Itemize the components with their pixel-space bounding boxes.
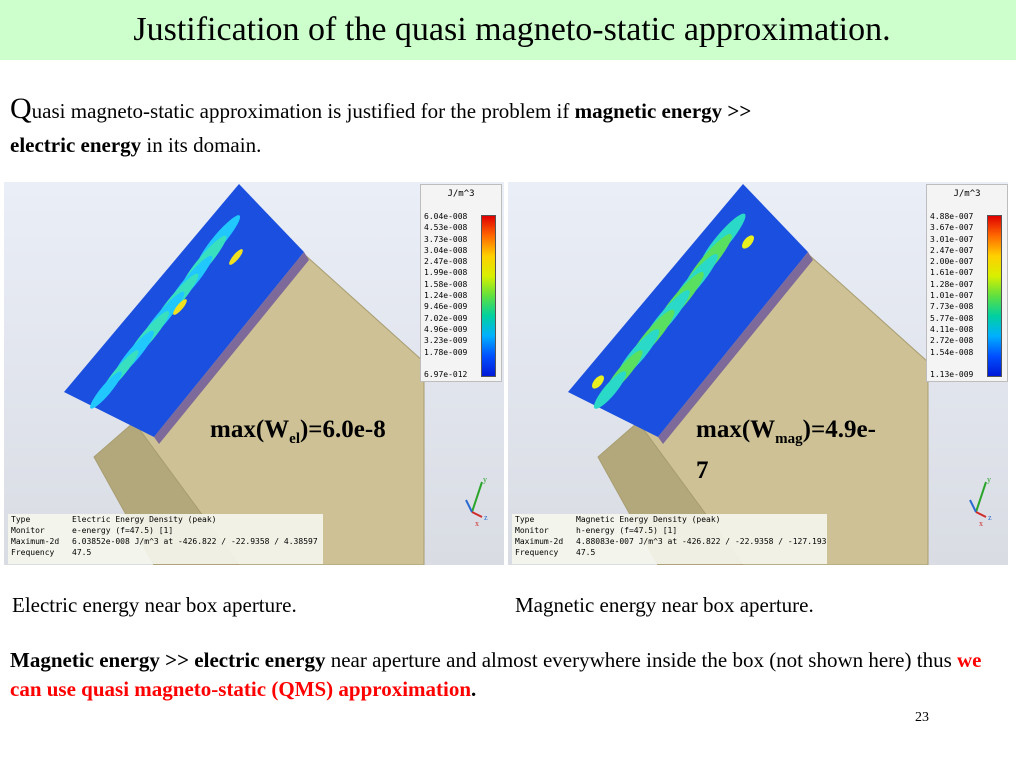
legend-tick: 2.47e-007 xyxy=(930,245,974,255)
info-key: Maximum-2d xyxy=(11,537,60,546)
legend-tick: 7.02e-009 xyxy=(424,313,468,323)
info-value: e-energy (f=47.5) [1] xyxy=(72,526,174,535)
info-key: Monitor xyxy=(11,526,45,535)
axis-x-label: x xyxy=(979,519,983,528)
legend-tick: 2.47e-008 xyxy=(424,257,468,267)
max-label-prefix: max(W xyxy=(210,416,290,443)
legend-tick: 9.46e-009 xyxy=(424,302,468,312)
intro-paragraph: Quasi magneto-static approximation is ju… xyxy=(10,92,1015,162)
legend-tick: 1.28e-007 xyxy=(930,279,974,289)
max-label-subscript: mag xyxy=(775,431,803,447)
legend-min: 1.13e-009 xyxy=(930,370,974,379)
legend-unit: J/m^3 xyxy=(953,189,981,199)
conclusion-text: near aperture and almost everywhere insi… xyxy=(330,648,952,672)
info-key: Frequency xyxy=(515,548,559,557)
magnetic-field-hotspots xyxy=(592,213,754,409)
info-key: Frequency xyxy=(11,548,55,557)
info-value: 47.5 xyxy=(576,548,596,557)
electric-field-hotspots xyxy=(90,215,243,409)
axis-z-label: z xyxy=(988,513,992,522)
legend-tick: 4.53e-008 xyxy=(424,223,468,233)
legend-tick: 4.96e-009 xyxy=(424,324,468,334)
axis-y-label: y xyxy=(483,475,487,484)
info-key: Type xyxy=(515,515,535,524)
max-label-line2: 7 xyxy=(696,457,709,484)
info-value: h-energy (f=47.5) [1] xyxy=(576,526,678,535)
intro-text: uasi magneto-static approximation is jus… xyxy=(31,99,570,123)
axis-triad: y x z xyxy=(465,475,488,528)
info-key: Type xyxy=(11,515,31,524)
info-value: 6.03852e-008 J/m^3 at -426.822 / -22.935… xyxy=(72,537,318,546)
magnetic-field-plot: y x z xyxy=(568,184,992,565)
legend-tick: 1.54e-008 xyxy=(930,347,974,357)
intro-bold-1: magnetic energy >> xyxy=(574,99,752,123)
legend-tick: 1.78e-009 xyxy=(424,347,468,357)
axis-triad: y x z xyxy=(969,475,992,528)
axis-y-label: y xyxy=(987,475,991,484)
legend-tick: 3.23e-009 xyxy=(424,336,468,346)
axis-x-label: x xyxy=(475,519,479,528)
max-electric-label: max(Wel)=6.0e-8 xyxy=(210,414,386,455)
axis-z-label: z xyxy=(484,513,488,522)
page-number: 23 xyxy=(915,710,929,725)
legend-tick: 3.67e-007 xyxy=(930,223,974,233)
info-value: 4.88083e-007 J/m^3 at -426.822 / -22.935… xyxy=(576,537,827,546)
magnetic-energy-panel: y x z J/m^3 4.88e-007 3.67e-007 3.01e-00… xyxy=(508,182,1008,565)
legend-tick: 5.77e-008 xyxy=(930,313,974,323)
legend-tick: 3.04e-008 xyxy=(424,245,468,255)
info-value: 47.5 xyxy=(72,548,92,557)
legend-tick: 1.61e-007 xyxy=(930,268,974,278)
legend-tick: 3.73e-008 xyxy=(424,234,468,244)
magnetic-caption: Magnetic energy near box aperture. xyxy=(515,593,814,617)
info-key: Monitor xyxy=(515,526,549,535)
legend-tick: 1.01e-007 xyxy=(930,291,974,301)
max-label-subscript: el xyxy=(289,431,300,447)
legend-tick: 7.73e-008 xyxy=(930,302,974,312)
legend-unit: J/m^3 xyxy=(447,189,475,199)
legend-tick: 3.01e-007 xyxy=(930,234,974,244)
legend-tick: 1.24e-008 xyxy=(424,291,468,301)
info-key: Maximum-2d xyxy=(515,537,564,546)
legend-tick: 4.88e-007 xyxy=(930,212,974,221)
intro-drop-letter: Q xyxy=(10,92,32,125)
legend-tick: 2.72e-008 xyxy=(930,336,974,346)
conclusion-highlight: we can use quasi magneto-static (QMS) ap… xyxy=(10,648,982,701)
max-label-suffix: )=4.9e- xyxy=(802,416,876,443)
intro-bold-2: electric energy xyxy=(10,133,142,157)
max-label-prefix: max(W xyxy=(696,416,776,443)
result-info-box: Type Electric Energy Density (peak) Monit… xyxy=(8,514,323,564)
info-value: Magnetic Energy Density (peak) xyxy=(576,515,721,524)
conclusion-bold: Magnetic energy >> electric energy xyxy=(10,648,326,672)
conclusion-paragraph: Magnetic energy >> electric energy near … xyxy=(10,646,1015,704)
intro-tail: in its domain. xyxy=(146,133,262,157)
electric-caption: Electric energy near box aperture. xyxy=(12,593,297,617)
legend-ticks: 6.04e-008 4.53e-008 3.73e-008 3.04e-008 … xyxy=(424,211,474,358)
legend-tick: 4.11e-008 xyxy=(930,324,974,334)
legend-min: 6.97e-012 xyxy=(424,370,468,379)
legend-tick: 6.04e-008 xyxy=(424,212,468,221)
result-info-box: Type Magnetic Energy Density (peak) Monit… xyxy=(512,514,827,564)
color-legend: J/m^3 6.04e-008 4.53e-008 3.73e-008 3.04… xyxy=(420,184,502,382)
title-bar xyxy=(0,0,1016,60)
legend-color-bar xyxy=(481,215,496,377)
legend-tick: 2.00e-007 xyxy=(930,257,974,267)
electric-field-plot: y x z xyxy=(64,184,488,565)
electric-energy-panel: y x z J/m^3 6.04e-008 4.53e-008 3.73e-00… xyxy=(4,182,504,565)
legend-color-bar xyxy=(987,215,1002,377)
info-value: Electric Energy Density (peak) xyxy=(72,515,217,524)
legend-ticks: 4.88e-007 3.67e-007 3.01e-007 2.47e-007 … xyxy=(930,211,980,358)
max-label-suffix: )=6.0e-8 xyxy=(299,416,386,443)
conclusion-end: . xyxy=(471,677,477,701)
color-legend: J/m^3 4.88e-007 3.67e-007 3.01e-007 2.47… xyxy=(926,184,1008,382)
page-title: Justification of the quasi magneto-stati… xyxy=(133,11,891,48)
legend-tick: 1.58e-008 xyxy=(424,279,468,289)
legend-tick: 1.99e-008 xyxy=(424,268,468,278)
max-magnetic-label: max(Wmag)=4.9e- 7 xyxy=(696,414,956,487)
